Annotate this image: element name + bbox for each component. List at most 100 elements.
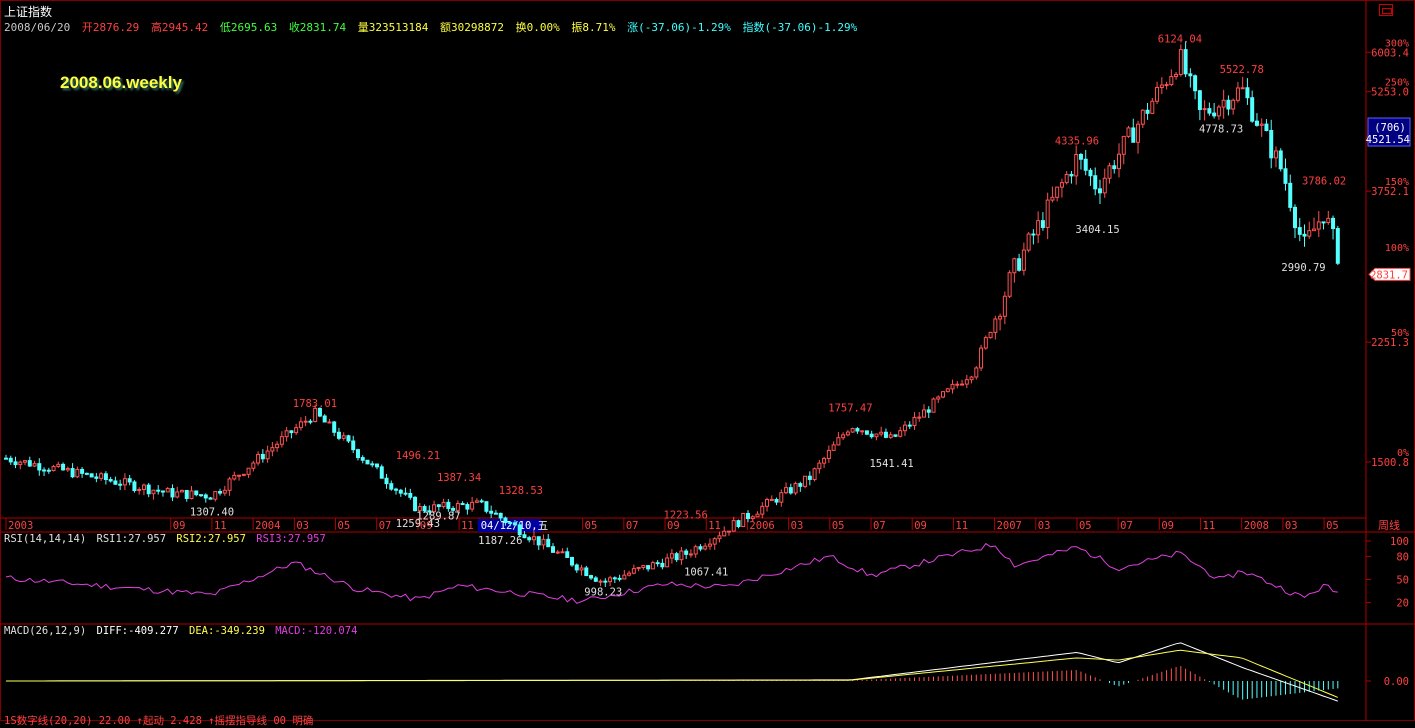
candle-up [803,475,808,487]
candle-down [160,490,165,493]
candle-down [484,501,489,512]
candle-up [945,388,950,393]
candle-up [341,435,346,439]
candle-up [912,416,917,427]
candle-down [194,490,199,496]
candle-up [531,536,536,541]
candle-up [888,434,893,438]
quote-amplitude: 振8.71% [571,21,616,34]
candle-up [955,383,960,386]
candle-down [370,463,375,466]
low-label: 2990.79 [1281,262,1325,274]
candle-up [327,421,332,424]
candle-down [1112,165,1117,170]
candle-up [1064,173,1069,184]
candle-up [1316,221,1321,230]
candle-down [1335,228,1340,264]
candle-up [179,489,184,493]
candle-up [579,567,584,571]
rsi-tick-label: 20 [1396,598,1409,610]
rsi-header: RSI(14,14,14) RSI1:27.957 RSI2:27.957 RS… [4,533,330,545]
candle-down [37,463,42,471]
candle-down [503,517,508,524]
candle-down [1302,233,1307,237]
candle-down [807,475,812,480]
candle-down [736,520,741,528]
candle-down [61,463,66,471]
low-label: 1067.41 [684,567,728,579]
high-label: 1387.34 [437,472,481,484]
y-tick-label: 3752.1 [1371,186,1409,198]
candle-down [8,457,13,463]
candle-up [189,490,194,499]
candle-down [379,466,384,479]
index-title: 上证指数 [4,5,53,19]
x-tick-label: 09 [914,520,927,532]
candle-down [570,556,575,566]
candle-down [574,564,579,571]
candle-down [1017,258,1022,271]
x-tick-label: 2004 [255,520,280,532]
candle-down [260,453,265,460]
candle-up [860,430,865,433]
candle-up [1126,127,1131,137]
candle-down [584,567,589,577]
candle-down [926,409,931,413]
candle-up [65,468,70,471]
high-label: 1328.53 [499,485,543,497]
candle-up [1045,199,1050,228]
candle-up [850,428,855,433]
x-tick-label: 09 [420,520,433,532]
candle-up [969,376,974,381]
candle-up [432,504,437,513]
candle-up [879,431,884,435]
candle-up [1050,196,1055,201]
candle-up [1231,99,1236,110]
quote-index-change: 指数(-37.06)-1.29% [742,21,858,34]
candle-up [960,383,965,386]
candle-down [308,420,313,423]
candle-up [1036,220,1041,236]
candle-down [589,575,594,579]
candle-down [864,430,869,435]
candle-up [812,468,817,480]
candle-up [1240,87,1245,90]
rsi-tick-label: 100 [1390,536,1409,548]
x-tick-label: 03 [1285,520,1298,532]
candle-down [1093,175,1098,190]
x-tick-label: 05 [338,520,351,532]
candle-down [1145,109,1150,114]
candle-up [1164,84,1169,87]
x-tick-label: 2008 [1244,520,1269,532]
candle-down [384,477,389,485]
candle-up [717,535,722,540]
y-tick-label: 2251.3 [1371,337,1409,349]
candle-up [298,421,303,429]
candle-down [1278,150,1283,170]
window-restore-icon[interactable] [1379,4,1393,16]
candle-up [555,551,560,554]
candle-down [546,538,551,548]
candle-up [712,538,717,545]
candle-up [23,460,28,463]
candle-down [508,522,513,525]
x-tick-label: 03 [791,520,804,532]
candle-down [42,469,47,472]
candle-up [232,474,237,480]
candle-up [32,463,37,467]
candle-up [741,512,746,528]
candle-up [1221,99,1226,108]
macd-diff-value: DIFF:-409.277 [96,625,179,637]
quote-volume: 量323513184 [357,21,429,34]
candle-down [907,424,912,427]
candle-down [698,546,703,550]
candle-down [1245,87,1250,99]
candle-down [208,497,213,500]
candle-up [1136,123,1141,143]
candle-down [1288,182,1293,208]
quote-open: 开2876.29 [81,21,140,34]
candle-up [137,488,142,491]
macd-diff-line [6,642,1338,702]
candle-down [798,483,803,487]
